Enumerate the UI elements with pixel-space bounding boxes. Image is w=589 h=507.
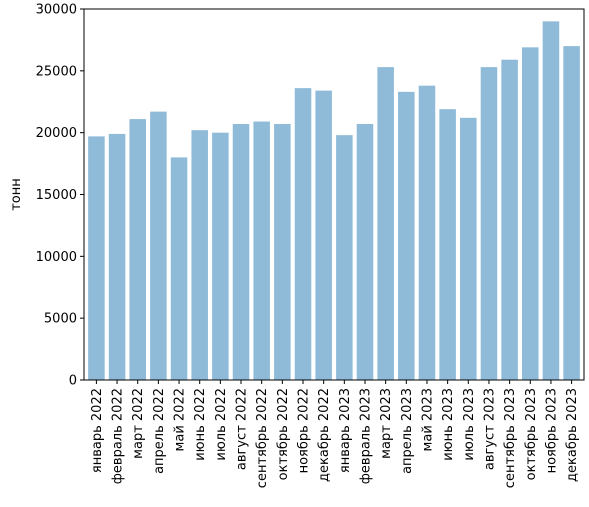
bar-22: [522, 47, 539, 380]
bar-15: [377, 67, 394, 380]
x-tick-label: март 2022: [131, 388, 146, 459]
x-tick-label: февраль 2023: [358, 388, 373, 484]
x-tick-label: май 2023: [420, 388, 435, 451]
bar-2: [108, 133, 126, 380]
bar-13: [336, 135, 353, 380]
x-tick-label: февраль 2022: [111, 388, 126, 484]
bar-6: [191, 130, 208, 380]
bar-3: [129, 119, 146, 381]
bar-16: [398, 91, 415, 381]
x-tick-label: апрель 2022: [152, 388, 167, 474]
y-tick-label: 0: [69, 374, 77, 389]
x-tick-label: сентябрь 2023: [503, 388, 518, 488]
bar-23: [542, 21, 560, 380]
x-tick-label: август 2023: [482, 388, 497, 470]
x-tick-label: май 2022: [173, 388, 188, 451]
x-tick-label: июнь 2022: [193, 388, 208, 461]
bar-20: [480, 67, 498, 380]
x-tick-label: ноябрь 2022: [297, 388, 312, 473]
bar-5: [170, 157, 188, 380]
bar-21: [501, 59, 518, 380]
x-tick-label: июнь 2023: [441, 388, 456, 461]
bar-14: [356, 124, 374, 380]
bar-12: [315, 90, 332, 381]
bar-18: [439, 109, 456, 381]
x-tick-label: ноябрь 2023: [544, 388, 559, 473]
bar-8: [232, 124, 250, 380]
bar-17: [418, 85, 436, 380]
y-axis-label: тонн: [9, 178, 24, 211]
plot-frame: [83, 8, 585, 381]
y-tick-label: 30000: [36, 3, 77, 18]
y-tick-label: 25000: [36, 64, 77, 79]
y-tick-label: 15000: [36, 188, 77, 203]
x-tick-label: октябрь 2023: [524, 388, 539, 480]
x-tick-label: декабрь 2022: [317, 388, 332, 482]
bars-group: [88, 21, 580, 381]
bar-7: [212, 132, 229, 380]
bar-9: [253, 121, 270, 380]
y-tick-label: 20000: [36, 126, 77, 141]
x-tick-label: июль 2023: [462, 388, 477, 461]
bar-24: [563, 46, 580, 380]
x-tick-label: август 2022: [235, 388, 250, 470]
x-tick-label: январь 2023: [338, 388, 353, 473]
x-tick-label: сентябрь 2022: [255, 388, 270, 488]
x-tick-label: июль 2022: [214, 388, 229, 461]
x-tick-label: апрель 2023: [400, 388, 415, 474]
y-tick-label: 5000: [44, 312, 77, 327]
bar-10: [274, 124, 291, 380]
x-tick-label: март 2023: [379, 388, 394, 459]
bar-11: [294, 88, 312, 380]
y-axis: 0 5000 10000 15000 20000 25000 30000: [36, 3, 84, 389]
x-tick-label: декабрь 2023: [565, 388, 580, 482]
bar-19: [460, 117, 477, 381]
bar-1: [88, 136, 105, 380]
bar-4: [150, 111, 167, 380]
x-axis: январь 2022 февраль 2022 март 2022 апрель 2…: [90, 380, 580, 488]
x-tick-label: октябрь 2022: [276, 388, 291, 480]
y-tick-label: 10000: [36, 250, 77, 265]
x-tick-label: январь 2022: [90, 388, 105, 473]
